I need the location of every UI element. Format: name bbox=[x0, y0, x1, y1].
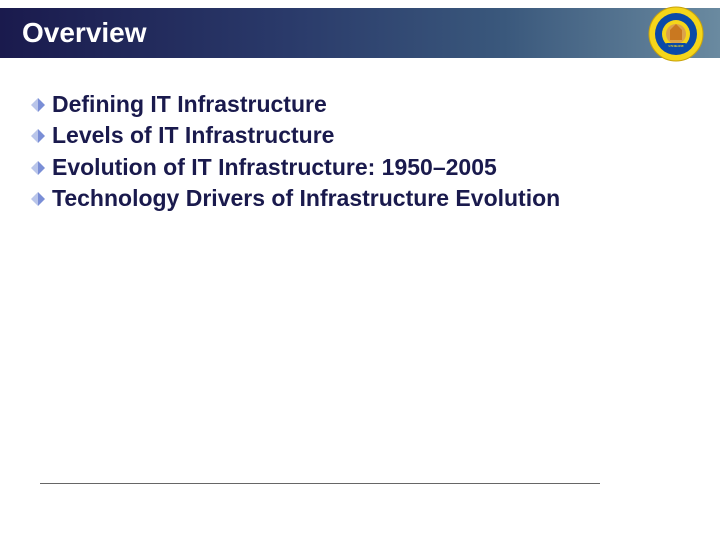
diamond-bullet-icon bbox=[30, 97, 46, 113]
header-bar: Overview bbox=[0, 8, 720, 58]
list-item: Technology Drivers of Infrastructure Evo… bbox=[30, 184, 590, 213]
list-item: Defining IT Infrastructure bbox=[30, 90, 590, 119]
bullet-text: Evolution of IT Infrastructure: 1950–200… bbox=[52, 153, 497, 182]
svg-text:UNIKOM: UNIKOM bbox=[668, 44, 684, 48]
list-item: Evolution of IT Infrastructure: 1950–200… bbox=[30, 153, 590, 182]
logo-icon: UNIKOM bbox=[648, 6, 704, 62]
footer-divider bbox=[40, 483, 600, 484]
diamond-bullet-icon bbox=[30, 160, 46, 176]
bullet-text: Defining IT Infrastructure bbox=[52, 90, 327, 119]
diamond-bullet-icon bbox=[30, 128, 46, 144]
university-logo: UNIKOM bbox=[648, 6, 704, 62]
list-item: Levels of IT Infrastructure bbox=[30, 121, 590, 150]
page-title: Overview bbox=[22, 17, 147, 49]
bullet-text: Technology Drivers of Infrastructure Evo… bbox=[52, 184, 560, 213]
bullet-text: Levels of IT Infrastructure bbox=[52, 121, 334, 150]
bullet-list: Defining IT Infrastructure Levels of IT … bbox=[30, 90, 590, 216]
diamond-bullet-icon bbox=[30, 191, 46, 207]
slide: Overview UNIKOM Defining IT Infrastructu… bbox=[0, 0, 720, 540]
